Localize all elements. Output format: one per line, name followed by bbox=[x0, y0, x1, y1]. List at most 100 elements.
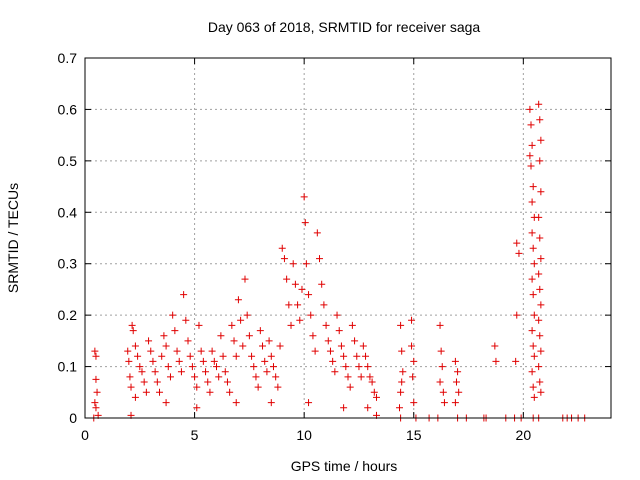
y-tick-label: 0.7 bbox=[58, 50, 78, 66]
data-point bbox=[175, 357, 183, 365]
data-point bbox=[364, 363, 372, 371]
data-point bbox=[440, 399, 448, 407]
data-point bbox=[243, 311, 251, 319]
data-point bbox=[182, 316, 190, 324]
data-point bbox=[239, 342, 247, 350]
x-axis-label: GPS time / hours bbox=[291, 458, 398, 474]
data-point bbox=[318, 280, 326, 288]
data-point bbox=[248, 352, 256, 360]
data-point bbox=[438, 363, 446, 371]
data-point bbox=[372, 393, 380, 401]
data-point bbox=[140, 378, 148, 386]
data-point bbox=[316, 255, 324, 263]
data-point bbox=[439, 388, 447, 396]
data-point bbox=[311, 347, 319, 355]
data-point bbox=[366, 373, 374, 381]
data-point bbox=[535, 213, 543, 221]
data-point bbox=[528, 141, 536, 149]
data-point bbox=[340, 352, 348, 360]
data-point bbox=[492, 357, 500, 365]
data-point bbox=[529, 291, 537, 299]
data-point bbox=[296, 316, 304, 324]
data-point bbox=[136, 363, 144, 371]
data-point bbox=[278, 244, 286, 252]
data-point bbox=[529, 244, 537, 252]
data-point bbox=[193, 404, 201, 412]
data-point bbox=[329, 357, 337, 365]
data-point bbox=[267, 352, 275, 360]
axis-ticks: 0 0.1 0.2 0.3 0.4 0.5 0.6 0.7 0 5 10 15 20 bbox=[58, 50, 611, 443]
data-point bbox=[124, 347, 132, 355]
data-point bbox=[204, 378, 212, 386]
data-point bbox=[410, 399, 418, 407]
data-point bbox=[245, 332, 253, 340]
y-tick-label: 0.4 bbox=[58, 204, 78, 220]
data-point bbox=[309, 332, 317, 340]
data-point bbox=[537, 347, 545, 355]
data-point bbox=[210, 357, 218, 365]
data-point bbox=[128, 321, 136, 329]
data-point bbox=[537, 388, 545, 396]
data-point bbox=[408, 342, 416, 350]
data-point bbox=[528, 275, 536, 283]
data-point bbox=[92, 404, 100, 412]
data-point bbox=[234, 296, 242, 304]
data-point bbox=[226, 388, 234, 396]
data-point bbox=[528, 198, 536, 206]
data-point bbox=[151, 368, 159, 376]
data-point bbox=[147, 347, 155, 355]
data-point bbox=[452, 378, 460, 386]
data-point bbox=[149, 357, 157, 365]
data-point bbox=[250, 363, 258, 371]
data-point bbox=[355, 363, 363, 371]
data-point bbox=[346, 383, 354, 391]
data-point bbox=[202, 368, 210, 376]
data-point bbox=[188, 363, 196, 371]
data-point bbox=[280, 255, 288, 263]
y-tick-label: 0 bbox=[69, 410, 77, 426]
data-point bbox=[370, 388, 378, 396]
data-point bbox=[232, 399, 240, 407]
data-point bbox=[269, 363, 277, 371]
data-point bbox=[535, 316, 543, 324]
data-point bbox=[228, 321, 236, 329]
data-point bbox=[223, 378, 231, 386]
data-point bbox=[134, 352, 142, 360]
data-point bbox=[256, 327, 264, 335]
data-point bbox=[536, 116, 544, 124]
y-tick-label: 0.3 bbox=[58, 256, 78, 272]
data-point bbox=[535, 363, 543, 371]
data-point bbox=[454, 368, 462, 376]
data-point bbox=[451, 357, 459, 365]
data-point bbox=[398, 378, 406, 386]
data-point bbox=[221, 368, 229, 376]
data-point bbox=[162, 399, 170, 407]
data-point bbox=[333, 311, 341, 319]
x-tick-label: 0 bbox=[81, 427, 89, 443]
data-point bbox=[191, 373, 199, 381]
data-point bbox=[91, 347, 99, 355]
data-point bbox=[184, 337, 192, 345]
data-point bbox=[537, 136, 545, 144]
data-point bbox=[313, 229, 321, 237]
data-point bbox=[307, 311, 315, 319]
data-point bbox=[126, 373, 134, 381]
data-points bbox=[90, 100, 589, 422]
data-point bbox=[287, 321, 295, 329]
data-point bbox=[322, 321, 330, 329]
data-point bbox=[526, 152, 534, 160]
data-point bbox=[537, 255, 545, 263]
data-point bbox=[455, 388, 463, 396]
data-point bbox=[409, 373, 417, 381]
data-point bbox=[180, 291, 188, 299]
chart-title: Day 063 of 2018, SRMTID for receiver sag… bbox=[208, 19, 481, 35]
data-point bbox=[199, 357, 207, 365]
data-point bbox=[342, 363, 350, 371]
data-point bbox=[259, 342, 267, 350]
grid-lines bbox=[85, 58, 611, 418]
data-point bbox=[527, 121, 535, 129]
data-point bbox=[364, 404, 372, 412]
data-point bbox=[241, 275, 249, 283]
data-point bbox=[513, 239, 521, 247]
